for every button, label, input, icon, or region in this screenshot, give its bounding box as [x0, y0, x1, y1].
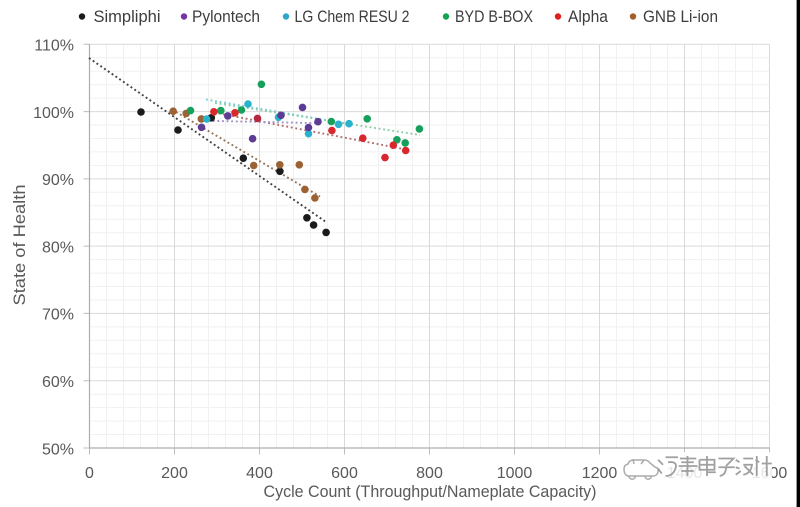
svg-text:400: 400 [246, 465, 273, 482]
svg-text:90%: 90% [42, 172, 74, 189]
svg-text:Simpliphi: Simpliphi [94, 8, 161, 26]
svg-text:50%: 50% [42, 441, 74, 458]
svg-text:LG Chem RESU 2: LG Chem RESU 2 [295, 8, 410, 26]
svg-text:60%: 60% [42, 374, 74, 391]
svg-text:100%: 100% [33, 105, 74, 122]
svg-text:200: 200 [161, 465, 188, 482]
svg-text:Cycle Count (Throughput/Namepl: Cycle Count (Throughput/Nameplate Capaci… [264, 483, 597, 501]
svg-text:Pylontech: Pylontech [192, 8, 260, 26]
svg-text:BYD B-BOX: BYD B-BOX [455, 8, 533, 26]
svg-text:State of Health: State of Health [11, 185, 29, 306]
svg-text:1000: 1000 [497, 465, 533, 482]
svg-text:0: 0 [85, 465, 94, 482]
svg-text:1200: 1200 [582, 465, 618, 482]
svg-text:70%: 70% [42, 307, 74, 324]
svg-text:80%: 80% [42, 239, 74, 256]
svg-text:800: 800 [416, 465, 443, 482]
svg-text:GNB Li-ion: GNB Li-ion [643, 8, 718, 26]
svg-text:600: 600 [331, 465, 358, 482]
svg-text:Alpha: Alpha [568, 8, 609, 26]
svg-text:110%: 110% [34, 38, 74, 55]
